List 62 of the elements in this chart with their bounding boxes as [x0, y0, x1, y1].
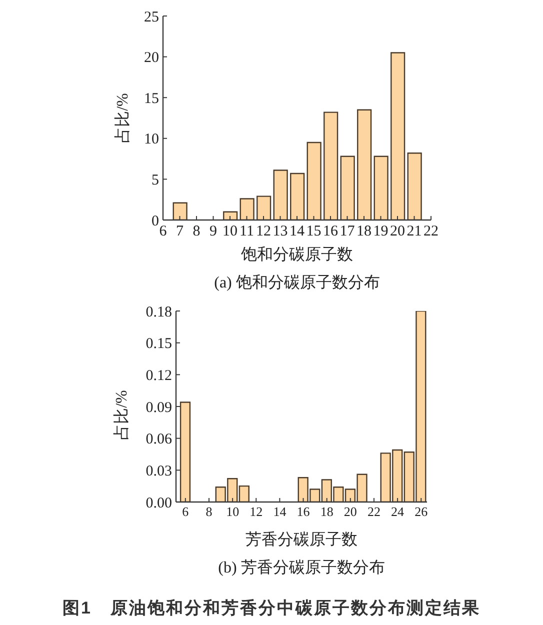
x-tick-label: 20 — [344, 504, 357, 520]
x-tick-label: 8 — [206, 504, 212, 520]
bar — [324, 112, 338, 220]
y-axis-title: 占比/% — [113, 93, 132, 143]
bar — [340, 156, 355, 220]
bar — [223, 211, 238, 220]
bar — [290, 172, 305, 220]
x-tick-label: 11 — [240, 224, 254, 240]
bar — [374, 156, 388, 220]
x-tick-label: 15 — [306, 224, 322, 240]
x-tick-label: 20 — [390, 224, 405, 240]
x-tick-label: 6 — [159, 224, 168, 240]
x-tick-label: 26 — [414, 504, 428, 520]
y-tick-label: 0.03 — [146, 463, 172, 480]
y-tick-label: 20 — [144, 50, 159, 66]
y-tick-label: 15 — [144, 90, 159, 107]
x-axis-title: 饱和分碳原子数 — [241, 245, 353, 266]
bar — [180, 402, 191, 502]
x-tick-label: 6 — [182, 504, 190, 520]
y-tick-label: 0 — [152, 213, 159, 230]
bar — [407, 152, 422, 220]
x-tick-label: 14 — [273, 504, 287, 520]
x-tick-label: 24 — [391, 504, 405, 520]
y-tick-label: 0.06 — [146, 432, 172, 448]
x-axis-title: 芳香分碳原子数 — [246, 530, 358, 550]
text: (b) 芳香分碳原子数分布 — [218, 558, 385, 578]
x-tick-label: 14 — [290, 224, 305, 240]
x-tick-label: 13 — [272, 224, 288, 240]
y-tick-label: 10 — [144, 132, 159, 148]
bar — [273, 170, 288, 220]
y-tick-label: 5 — [152, 172, 159, 188]
caption: 图1 原油饱和分和芳香分中碳原子数分布测定结果 — [62, 598, 480, 620]
x-tick-label: 19 — [373, 224, 388, 240]
x-tick-label: 17 — [340, 224, 356, 240]
x-tick-label: 22 — [424, 224, 438, 240]
x-tick-label: 10 — [226, 504, 240, 520]
bar — [306, 142, 322, 220]
bar — [240, 198, 254, 220]
bar — [357, 109, 372, 220]
y-tick-label: 0.12 — [146, 368, 172, 384]
x-tick-label: 22 — [367, 504, 380, 520]
text: (a) 饱和分碳原子数分布 — [214, 273, 380, 294]
y-axis-title: 占比/% — [112, 390, 132, 440]
x-tick-label: 21 — [406, 224, 422, 240]
bar — [172, 202, 188, 220]
x-tick-label: 9 — [210, 224, 217, 240]
x-tick-label: 16 — [296, 504, 310, 520]
x-tick-label: 18 — [320, 504, 334, 520]
y-tick-label: 0.15 — [146, 336, 172, 352]
y-tick-label: 25 — [144, 9, 159, 26]
x-tick-label: 18 — [356, 224, 372, 240]
y-tick-label: 0.09 — [146, 400, 172, 416]
bar — [390, 52, 406, 220]
x-tick-label: 12 — [256, 224, 271, 240]
x-tick-label: 8 — [192, 224, 200, 240]
bar — [256, 196, 272, 220]
x-tick-label: 10 — [222, 224, 238, 240]
x-tick-label: 16 — [323, 224, 338, 240]
x-tick-label: 7 — [176, 224, 184, 240]
y-tick-label: 0.18 — [146, 304, 172, 320]
x-tick-label: 12 — [250, 504, 263, 520]
y-tick-label: 0.00 — [146, 495, 172, 512]
